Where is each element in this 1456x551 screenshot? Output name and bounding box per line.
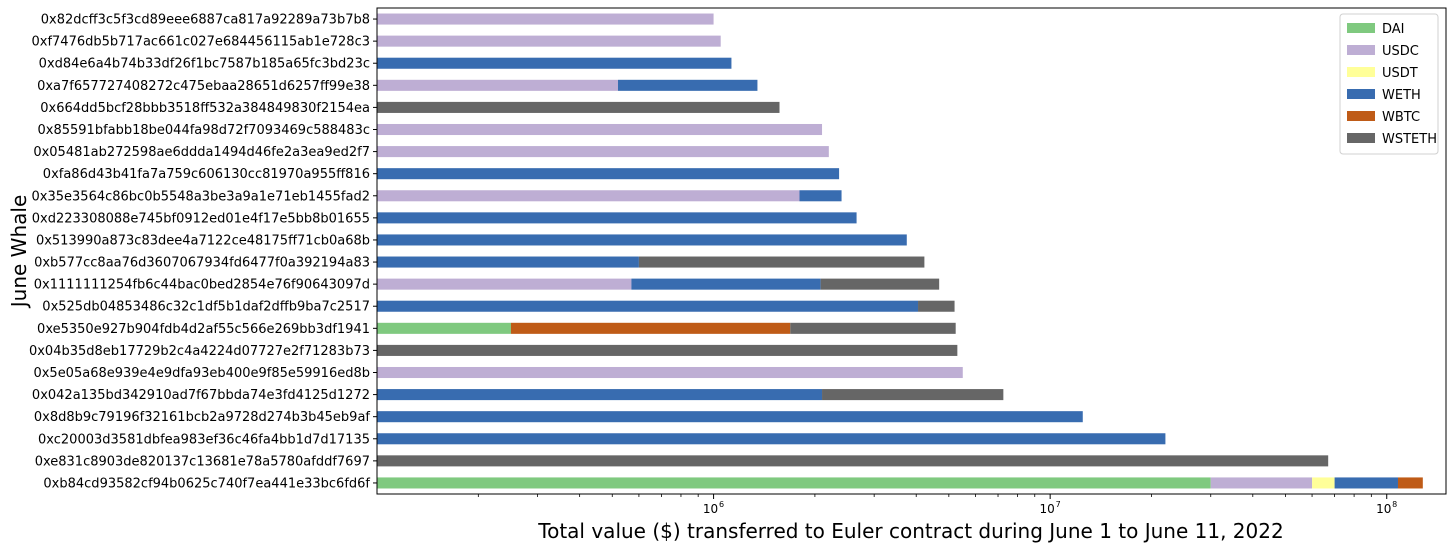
- x-tick-exponent: 6: [719, 500, 724, 509]
- y-tick-label: 0xc20003d3581dbfea983ef36c46fa4bb1d7d171…: [38, 432, 370, 447]
- legend-swatch-weth: [1347, 89, 1375, 99]
- x-tick-label: 10: [1040, 502, 1055, 516]
- y-tick-label: 0x5e05a68e939e4e9dfa93eb400e9f85e59916ed…: [33, 366, 370, 381]
- bar-segment-weth: [1334, 477, 1398, 489]
- bar-segment-dai: [377, 477, 1211, 489]
- plot-frame: [376, 7, 1447, 495]
- x-tick-exponent: 8: [1392, 500, 1397, 509]
- bar-segment-wbtc: [1397, 477, 1423, 489]
- bar-segment-usdt: [1312, 477, 1335, 489]
- y-tick-label: 0x82dcff3c5f3cd89eee6887ca817a92289a73b7…: [41, 13, 370, 28]
- legend-label-wsteth: WSTETH: [1382, 132, 1437, 147]
- x-tick-label: 10: [1376, 502, 1391, 516]
- bar-segment-weth: [799, 190, 842, 202]
- bar-segment-wsteth: [820, 278, 940, 290]
- legend: DAI USDC USDT WETH WBTC WSTETH: [1339, 13, 1439, 155]
- y-tick-label: 0x35e3564c86bc0b5548a3be3a9a1e71eb1455fa…: [32, 189, 370, 204]
- y-tick-label: 0x04b35d8eb17729b2c4a4224d07727e2f71283b…: [29, 344, 370, 359]
- bar-segment-wsteth: [790, 322, 956, 334]
- y-tick-label: 0xd223308088e745bf0912ed01e4f17e5bb8b016…: [32, 211, 370, 226]
- bar-segment-usdc: [377, 146, 829, 158]
- legend-swatch-dai: [1347, 23, 1375, 33]
- bars-layer: [377, 13, 1423, 489]
- bar-segment-weth: [377, 433, 1166, 445]
- y-tick-label: 0xb577cc8aa76d3607067934fd6477f0a392194a…: [34, 256, 370, 271]
- y-tick-label: 0x042a135bd342910ad7f67bbda74e3fd4125d12…: [32, 388, 370, 403]
- bar-segment-usdc: [377, 366, 963, 379]
- legend-label-weth: WETH: [1382, 88, 1421, 103]
- legend-label-usdc: USDC: [1382, 44, 1419, 59]
- bar-segment-usdc: [377, 190, 800, 202]
- bar-segment-usdc: [377, 79, 618, 91]
- bar-segment-usdc: [377, 13, 714, 25]
- y-tick-label: 0xe831c8903de820137c13681e78a5780afddf76…: [35, 454, 370, 469]
- y-tick-label: 0xf7476db5b717ac661c027e684456115ab1e728…: [31, 35, 370, 50]
- y-axis-ticks: 0x82dcff3c5f3cd89eee6887ca817a92289a73b7…: [29, 13, 377, 491]
- y-tick-label: 0xe5350e927b904fdb4d2af55c566e269bb3df19…: [37, 322, 370, 337]
- y-tick-label: 0xa7f657727408272c475ebaa28651d6257ff99e…: [37, 79, 370, 94]
- legend-swatch-usdc: [1347, 45, 1375, 55]
- x-tick-exponent: 7: [1056, 500, 1061, 509]
- bar-segment-wsteth: [377, 344, 958, 356]
- bar-segment-weth: [377, 300, 919, 312]
- legend-swatch-wbtc: [1347, 111, 1375, 121]
- bar-segment-wsteth: [822, 389, 1004, 401]
- y-tick-label: 0x1111111254fb6c44bac0bed2854e76f9064309…: [34, 278, 370, 293]
- y-tick-label: 0xfa86d43b41fa7a759c606130cc81970a955ff8…: [43, 167, 370, 182]
- bar-segment-weth: [377, 411, 1083, 423]
- y-axis-label: June Whale: [7, 195, 31, 309]
- bar-segment-weth: [377, 389, 823, 401]
- bar-segment-usdc: [1210, 477, 1313, 489]
- legend-swatch-usdt: [1347, 67, 1375, 77]
- bar-segment-wbtc: [510, 322, 791, 334]
- bar-segment-usdc: [377, 278, 632, 290]
- legend-label-wbtc: WBTC: [1382, 110, 1420, 125]
- legend-swatch-wsteth: [1347, 133, 1375, 143]
- bar-segment-weth: [617, 79, 758, 91]
- bar-segment-wsteth: [638, 256, 925, 268]
- bar-segment-wsteth: [377, 101, 780, 113]
- bar-segment-usdc: [377, 35, 721, 47]
- x-tick-label: 10: [703, 502, 718, 516]
- y-tick-label: 0x664dd5bcf28bbb3518ff532a384849830f2154…: [40, 101, 370, 116]
- bar-segment-weth: [377, 234, 907, 246]
- bar-segment-wsteth: [918, 300, 955, 312]
- bar-segment-weth: [377, 212, 857, 224]
- bar-segment-weth: [377, 168, 840, 180]
- y-tick-label: 0xb84cd93582cf94b0625c740f7ea441e33bc6fd…: [43, 476, 370, 491]
- bar-segment-dai: [377, 322, 511, 334]
- bar-segment-weth: [631, 278, 821, 290]
- y-tick-label: 0x513990a873c83dee4a7122ce48175ff71cb0a6…: [36, 233, 370, 248]
- bar-segment-weth: [377, 256, 639, 268]
- bar-segment-weth: [377, 57, 732, 69]
- y-tick-label: 0x525db04853486c32c1df5b1daf2dffb9ba7c25…: [42, 300, 370, 315]
- x-axis-ticks: 10 6 10 7 10 8: [477, 494, 1397, 516]
- y-tick-label: 0xd84e6a4b74b33df26f1bc7587b185a65fc3bd2…: [39, 57, 370, 72]
- y-tick-label: 0x85591bfabb18be044fa98d72f7093469c58848…: [38, 123, 371, 138]
- bar-segment-wsteth: [377, 455, 1329, 467]
- legend-label-dai: DAI: [1382, 22, 1405, 37]
- bar-segment-usdc: [377, 123, 823, 136]
- legend-label-usdt: USDT: [1382, 66, 1418, 81]
- y-tick-label: 0x05481ab272598ae6ddda1494d46fe2a3ea9ed2…: [33, 145, 370, 160]
- x-axis-label: Total value ($) transferred to Euler con…: [537, 519, 1283, 543]
- y-tick-label: 0x8d8b9c79196f32161bcb2a9728d274b3b45eb9…: [34, 410, 371, 425]
